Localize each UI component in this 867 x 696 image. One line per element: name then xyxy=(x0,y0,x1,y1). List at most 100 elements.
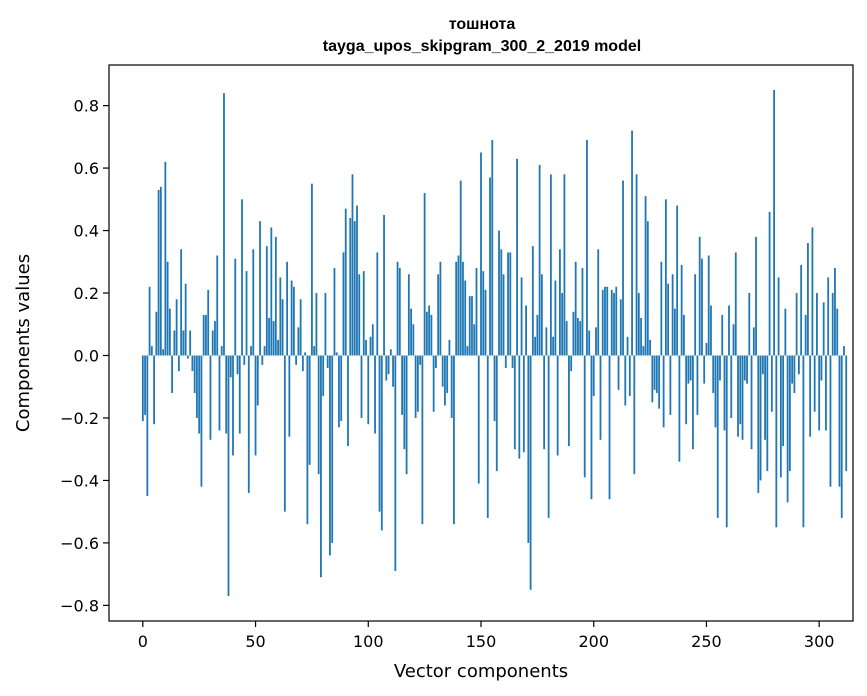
bar xyxy=(698,236,701,356)
bar xyxy=(423,193,426,356)
bar xyxy=(793,355,796,393)
bar xyxy=(279,277,282,356)
bar xyxy=(669,355,672,415)
bar xyxy=(489,177,491,356)
bar xyxy=(687,355,690,384)
bar xyxy=(583,355,586,478)
bar xyxy=(166,261,169,356)
bar xyxy=(549,174,552,356)
bar xyxy=(595,327,597,356)
bar xyxy=(148,286,151,356)
bar xyxy=(777,277,780,356)
bar xyxy=(356,205,358,356)
bar xyxy=(329,355,331,556)
bar xyxy=(146,355,149,497)
bar xyxy=(144,355,146,415)
bar xyxy=(624,355,627,406)
bar xyxy=(374,355,376,434)
bar xyxy=(398,268,401,356)
bar xyxy=(320,355,322,578)
bar xyxy=(597,249,600,356)
bar xyxy=(502,274,505,356)
bar xyxy=(432,355,435,412)
bar xyxy=(200,355,203,487)
bar xyxy=(484,289,487,356)
bar xyxy=(716,355,719,518)
bar xyxy=(590,355,593,500)
bar xyxy=(574,261,577,356)
bar xyxy=(150,346,153,356)
bar xyxy=(606,286,609,356)
bar xyxy=(608,355,611,500)
chart-subtitle: tayga_upos_skipgram_300_2_2019 model xyxy=(323,38,641,55)
bar xyxy=(572,311,575,356)
bar xyxy=(261,355,264,365)
bar xyxy=(829,355,832,487)
bar xyxy=(155,311,158,356)
bar xyxy=(791,355,794,384)
bar xyxy=(272,321,275,356)
bar xyxy=(344,208,347,356)
bar xyxy=(615,286,618,356)
bar xyxy=(527,355,530,543)
bar xyxy=(825,355,827,431)
bar xyxy=(331,355,334,543)
bar xyxy=(367,355,370,425)
bar xyxy=(362,271,365,356)
bar xyxy=(660,261,663,356)
bar xyxy=(685,355,688,425)
bar xyxy=(613,293,615,356)
bar xyxy=(419,355,422,365)
bar xyxy=(559,249,561,356)
bar xyxy=(561,293,564,356)
bar xyxy=(342,252,345,356)
bars-group xyxy=(141,89,848,597)
bar xyxy=(788,355,791,472)
bar xyxy=(301,355,304,372)
chart-title: тошнота xyxy=(449,16,516,33)
bar xyxy=(189,330,192,356)
bar xyxy=(646,221,649,356)
bar xyxy=(495,355,498,472)
bar xyxy=(750,355,753,450)
bar xyxy=(202,314,205,356)
bar xyxy=(439,261,442,356)
bar xyxy=(333,268,336,356)
x-tick-label: 0 xyxy=(138,632,148,651)
bar xyxy=(723,355,726,431)
bar xyxy=(818,355,821,431)
bar xyxy=(227,355,230,597)
y-axis-ticks: −0.8 −0.6 −0.4 −0.2 0.0 0.2 0.4 0.6 0.8 xyxy=(60,97,109,615)
bar xyxy=(617,355,620,390)
bar xyxy=(234,258,237,356)
bar xyxy=(664,199,667,356)
bar xyxy=(678,355,681,462)
bar xyxy=(277,339,279,356)
bar xyxy=(403,355,406,450)
bar xyxy=(845,355,848,472)
bar xyxy=(444,355,446,406)
bar xyxy=(518,355,521,459)
bar xyxy=(297,327,300,356)
bar xyxy=(153,355,155,425)
bar xyxy=(653,355,656,390)
bar xyxy=(349,218,352,356)
bar xyxy=(232,355,234,456)
x-tick-label: 50 xyxy=(245,632,265,651)
bar xyxy=(820,355,823,381)
bar xyxy=(694,274,697,356)
bar xyxy=(730,355,733,418)
bar xyxy=(245,271,248,356)
bar xyxy=(482,271,485,356)
bar xyxy=(813,355,816,412)
bar xyxy=(683,314,685,356)
bar xyxy=(405,355,408,475)
bar xyxy=(631,130,633,356)
bar xyxy=(746,355,748,384)
bar xyxy=(347,355,349,447)
bar xyxy=(205,314,207,356)
bar xyxy=(387,355,390,375)
bar xyxy=(281,299,284,356)
bar xyxy=(317,355,320,475)
y-tick-label: −0.4 xyxy=(60,471,99,490)
